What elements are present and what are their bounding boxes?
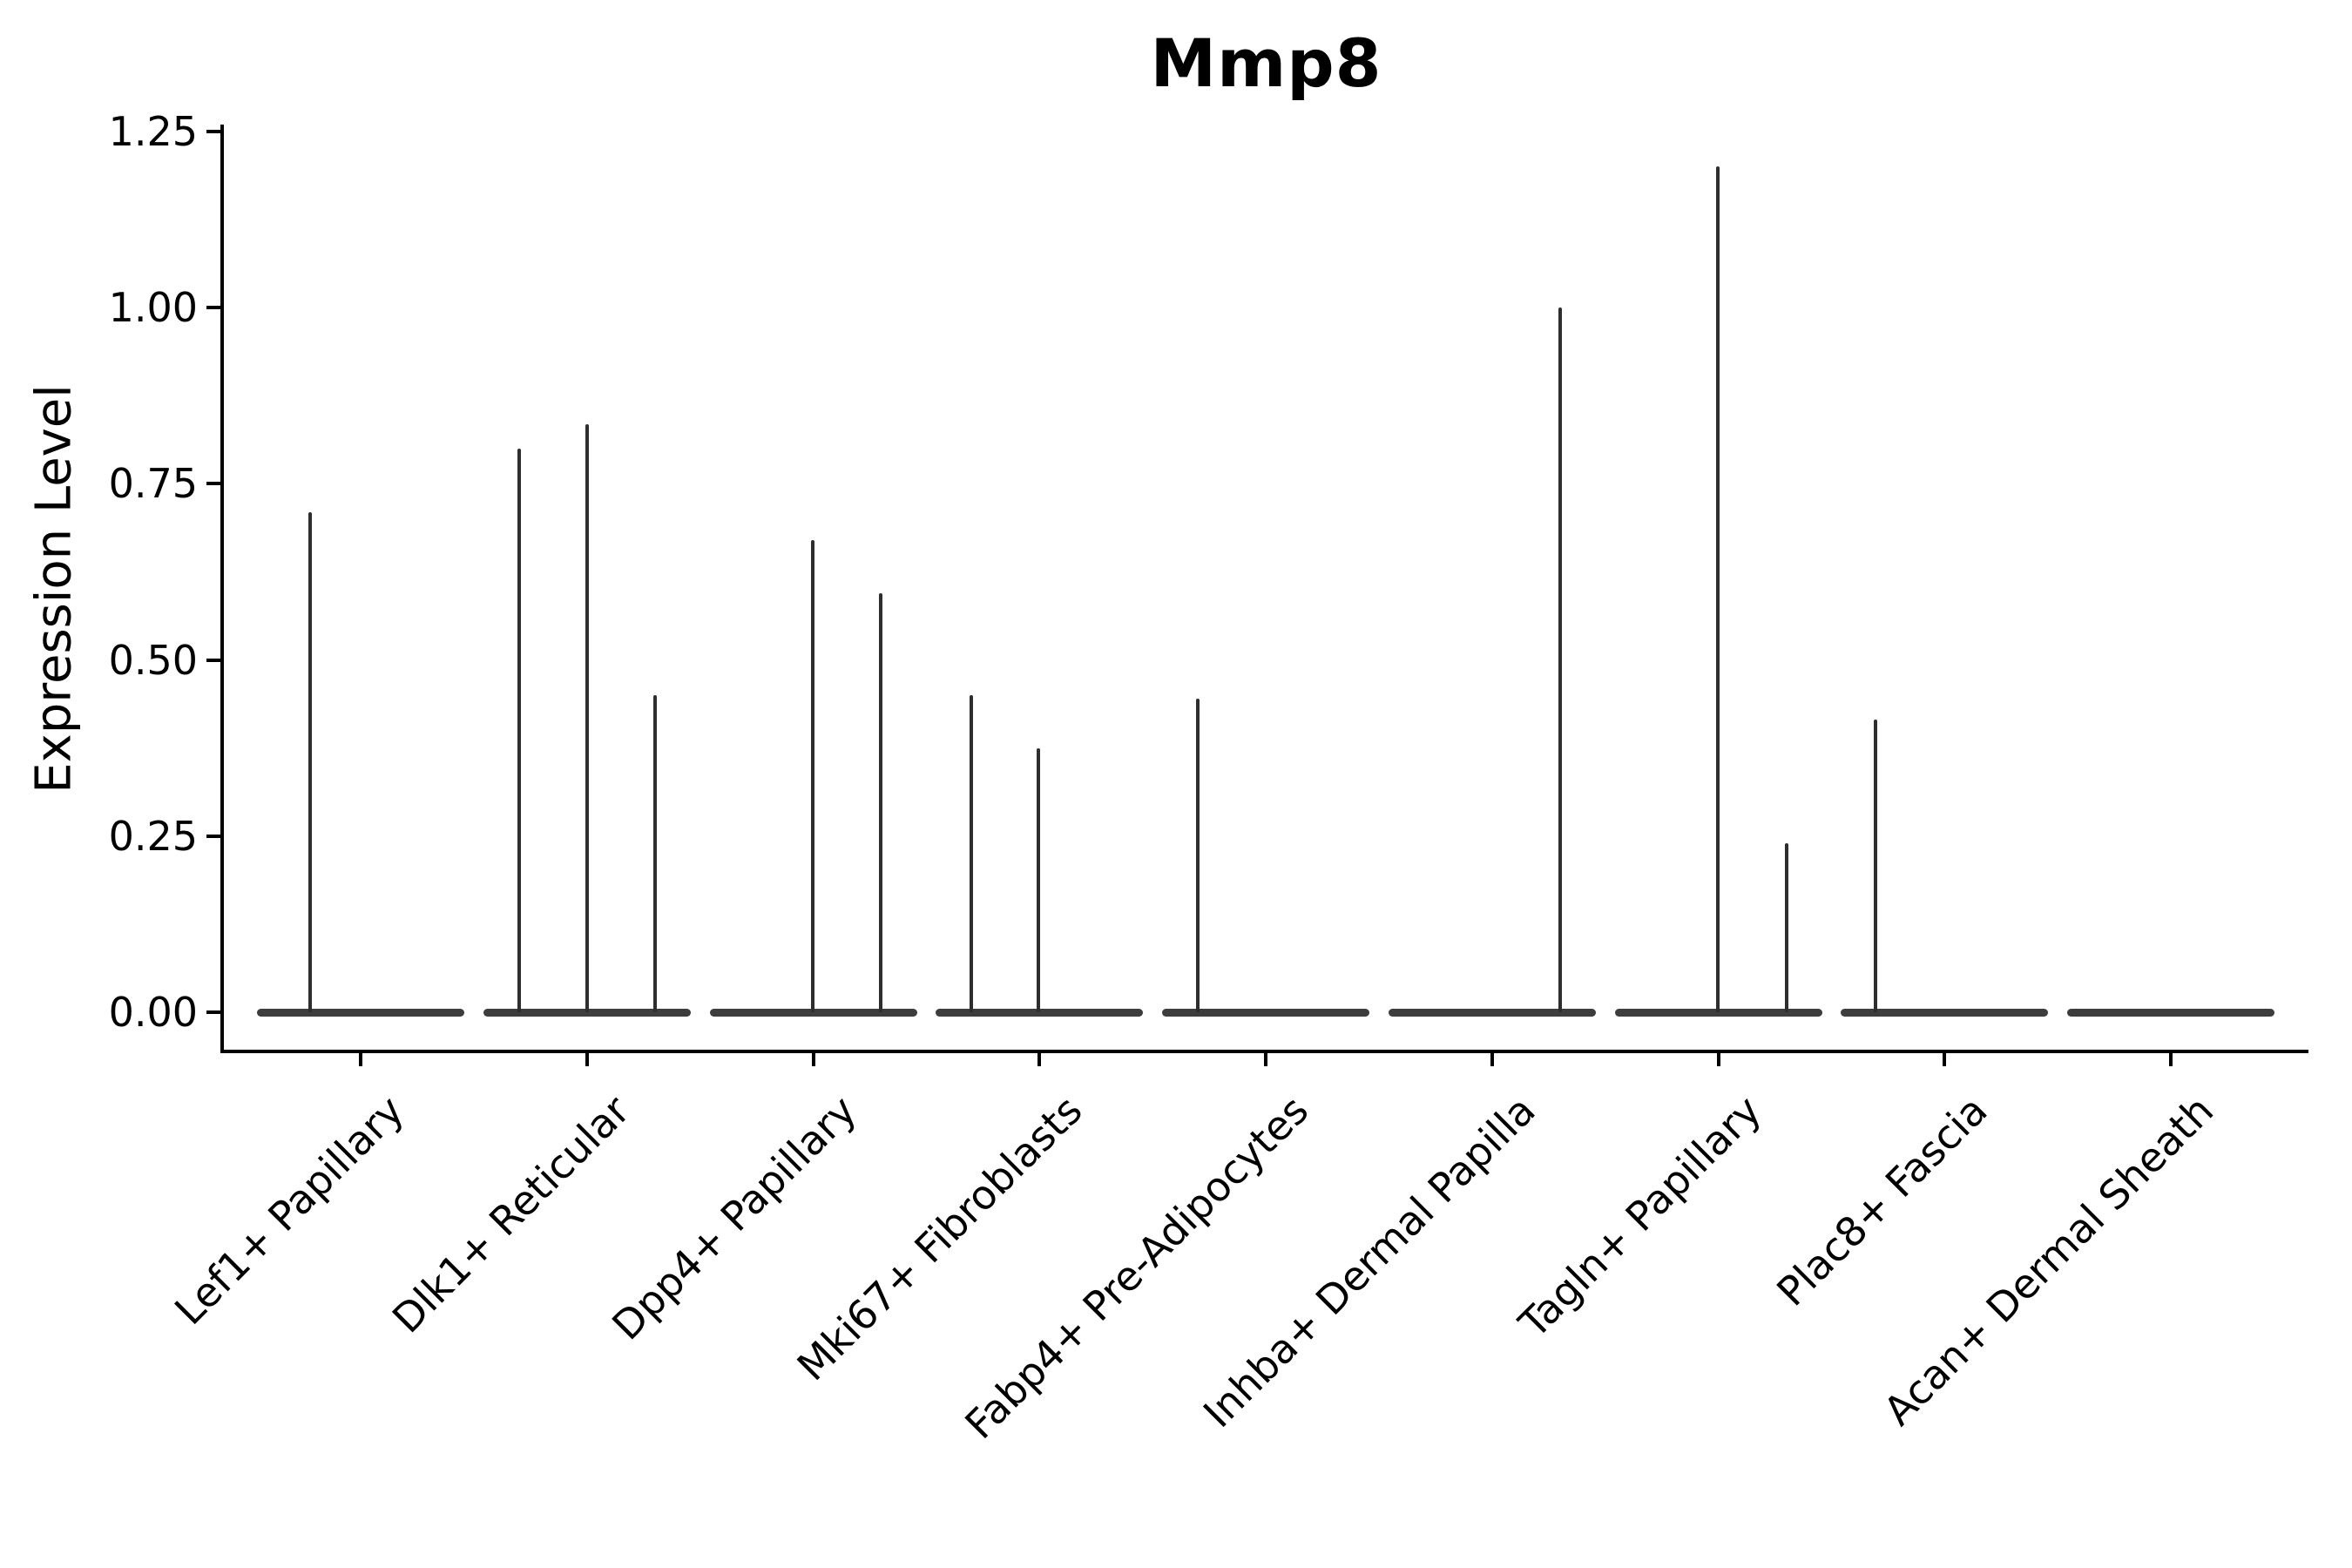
x-tick-mark (2169, 1053, 2173, 1066)
violin-spike (1874, 720, 1878, 1012)
y-tick-label: 1.25 (108, 108, 198, 155)
y-tick-mark (206, 658, 220, 662)
x-tick-mark (1716, 1053, 1720, 1066)
violin-body (1162, 1009, 1369, 1017)
y-tick-label: 0.75 (108, 460, 198, 508)
y-tick-label: 0.00 (108, 989, 198, 1036)
y-tick-label: 0.25 (108, 812, 198, 860)
violin-spike (1558, 308, 1562, 1012)
violin-spike (308, 511, 312, 1012)
y-tick-mark (206, 130, 220, 133)
x-tick-label: Lef1+ Papillary (165, 1086, 413, 1335)
violin-spike (1715, 166, 1720, 1012)
y-tick-mark (206, 834, 220, 838)
violin-body (709, 1009, 917, 1017)
violin-spike (517, 448, 521, 1012)
x-tick-mark (1037, 1053, 1042, 1066)
violin-body (1614, 1009, 1822, 1017)
y-axis-spine (220, 125, 224, 1053)
y-tick-label: 1.00 (108, 284, 198, 332)
x-tick-label: Plac8+ Fascia (1767, 1086, 1997, 1315)
violin-spike (1784, 842, 1788, 1012)
x-tick-label: Dpp4+ Papillary (602, 1086, 865, 1349)
chart-title: Mmp8 (1150, 24, 1382, 102)
y-tick-mark (206, 306, 220, 310)
x-tick-label: Dlk1+ Reticular (383, 1086, 639, 1342)
x-tick-mark (811, 1053, 815, 1066)
x-axis-spine (220, 1050, 2308, 1053)
violin-spike (585, 423, 589, 1012)
violin-body (483, 1009, 691, 1017)
violin-body (1841, 1009, 2049, 1017)
x-tick-mark (359, 1053, 362, 1066)
y-tick-mark (206, 482, 220, 486)
violin-spike (810, 540, 814, 1012)
violin-spike (1196, 699, 1200, 1012)
x-tick-label: Tagln+ Papillary (1510, 1086, 1770, 1348)
violin-spike (878, 592, 882, 1012)
violin-spike (970, 695, 974, 1012)
violin-spike (652, 695, 657, 1012)
x-tick-mark (1264, 1053, 1267, 1066)
x-tick-mark (585, 1053, 589, 1066)
y-tick-label: 0.50 (108, 636, 198, 684)
x-tick-mark (1490, 1053, 1494, 1066)
violin-body (2067, 1009, 2274, 1017)
y-tick-mark (206, 1010, 220, 1014)
violin-body (936, 1009, 1144, 1017)
violin-body (257, 1009, 464, 1017)
y-axis-label: Expression Level (25, 384, 83, 794)
violin-body (1388, 1009, 1596, 1017)
x-tick-mark (1943, 1053, 1947, 1066)
violin-spike (1037, 747, 1041, 1012)
